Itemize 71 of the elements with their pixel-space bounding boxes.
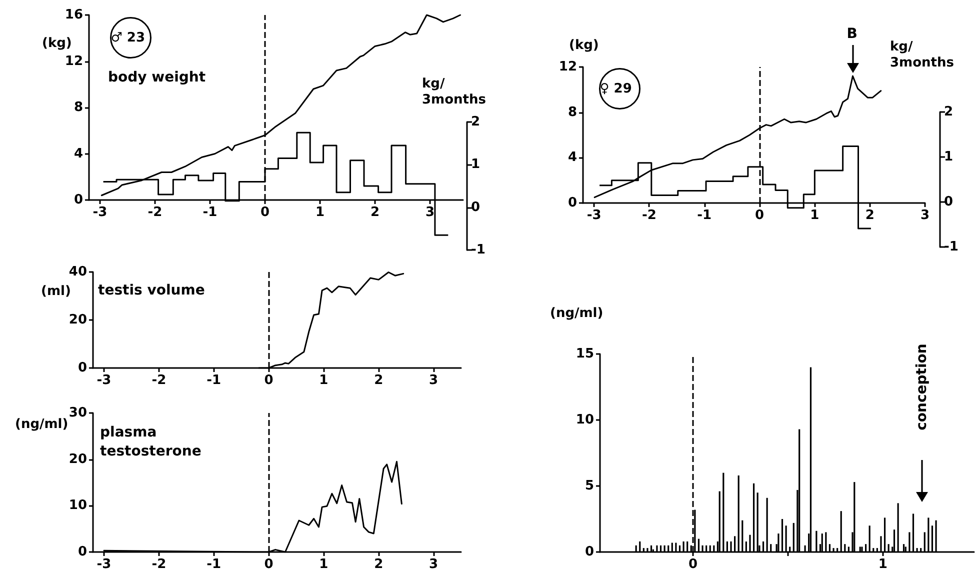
annotation: B xyxy=(846,26,858,42)
annotation: ♂ 23 xyxy=(110,30,146,46)
y-tick-label: 4 xyxy=(74,146,83,162)
y-axis-title: (ng/ml) xyxy=(550,306,604,321)
x-tick-label: 1 xyxy=(319,557,328,572)
x-tick-label: 3 xyxy=(429,373,438,388)
x-tick-label: 3 xyxy=(425,205,435,220)
y2-tick-label: 2 xyxy=(471,114,480,130)
y-tick-label: 40 xyxy=(68,264,87,280)
y-tick-label: 15 xyxy=(576,346,594,362)
x-tick-label: -3 xyxy=(96,373,112,388)
x-tick-label: -1 xyxy=(206,557,222,572)
y-tick-label: 16 xyxy=(64,8,83,22)
y-tick-label: 12 xyxy=(64,54,83,69)
y-tick-label: 12 xyxy=(558,60,577,74)
x-tick-label: 2 xyxy=(374,557,384,572)
y2-tick-label: 1 xyxy=(471,157,480,172)
y-axis-title: (ng/ml) xyxy=(15,417,68,432)
x-tick-label: -2 xyxy=(642,208,656,223)
x-tick-label: 0 xyxy=(260,205,270,220)
text: testis volume xyxy=(98,282,205,298)
y-tick-label: 0 xyxy=(78,544,87,560)
x-tick-label: 2 xyxy=(374,373,384,388)
y-tick-label: 0 xyxy=(568,196,577,210)
y-tick-label: 8 xyxy=(74,100,83,115)
y-tick-label: 10 xyxy=(576,412,594,428)
x-tick-label: -1 xyxy=(202,205,218,220)
y-tick-label: 20 xyxy=(68,312,87,328)
y2-axis-title: kg/ 3months xyxy=(422,76,486,108)
x-tick-label: -3 xyxy=(92,205,108,220)
x-tick-label: 3 xyxy=(429,557,438,572)
y-tick-label: 10 xyxy=(68,498,87,514)
x-tick-label: -2 xyxy=(152,373,166,388)
x-tick-label: 0 xyxy=(264,557,274,572)
y2-tick-label: 0 xyxy=(944,194,954,210)
y-tick-label: 30 xyxy=(68,406,87,420)
x-tick-label: 1 xyxy=(319,373,328,388)
x-tick-label: -1 xyxy=(206,373,222,388)
x-tick-label: -2 xyxy=(152,557,166,572)
x-tick-label: 0 xyxy=(688,557,698,572)
y-tick-label: 5 xyxy=(584,478,594,494)
y2-axis-title: kg/ 3months xyxy=(890,40,954,70)
x-tick-label: -2 xyxy=(148,205,162,220)
x-tick-label: -3 xyxy=(96,557,112,572)
y-tick-label: 20 xyxy=(68,452,87,467)
y2-tick-label: 1 xyxy=(944,150,954,164)
annotation: ♀ 29 xyxy=(600,81,632,96)
x-tick-label: 2 xyxy=(865,208,874,223)
y-axis-title: (ml) xyxy=(41,284,71,299)
y-axis-title: (kg) xyxy=(42,36,72,51)
y-tick-label: 0 xyxy=(78,360,87,376)
y2-tick-label: -1 xyxy=(471,242,486,258)
y2-tick-label: 2 xyxy=(944,104,954,120)
y-tick-label: 4 xyxy=(568,150,577,166)
y-tick-label: 0 xyxy=(74,192,83,208)
x-tick-label: 1 xyxy=(810,208,820,223)
text: body weight xyxy=(108,70,206,86)
x-tick-label: 1 xyxy=(878,557,888,572)
y-axis-title: (kg) xyxy=(569,38,599,53)
x-tick-label: -3 xyxy=(586,208,602,223)
x-tick-label: 1 xyxy=(315,205,325,220)
y2-tick-label: -1 xyxy=(944,240,958,254)
y-tick-label: 0 xyxy=(584,544,594,560)
annotation: conception xyxy=(914,344,930,430)
text: plasma testosterone xyxy=(100,424,202,460)
x-tick-label: 3 xyxy=(920,208,930,223)
x-tick-label: 0 xyxy=(264,373,274,388)
x-tick-label: 0 xyxy=(754,208,764,223)
x-tick-label: 2 xyxy=(370,205,380,220)
x-tick-label: -1 xyxy=(697,208,712,223)
y-tick-label: 8 xyxy=(568,104,577,120)
